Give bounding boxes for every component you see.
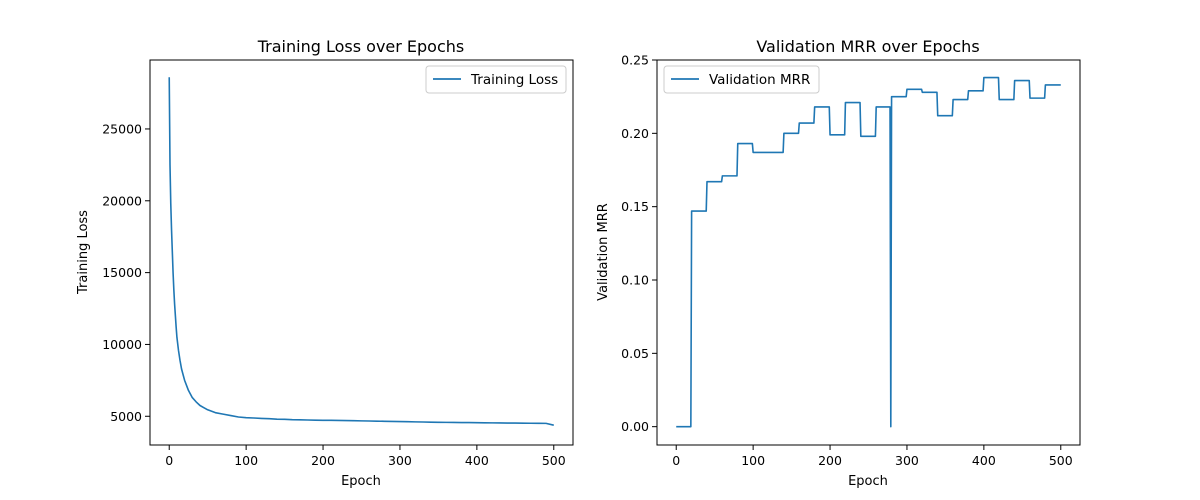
x-tick-label: 0 xyxy=(672,453,680,468)
y-tick-label: 15000 xyxy=(102,265,142,280)
y-tick-label: 0.20 xyxy=(621,126,649,141)
y-tick-label: 25000 xyxy=(102,121,142,136)
chart-title: Validation MRR over Epochs xyxy=(756,37,979,56)
series-layer xyxy=(676,76,1061,428)
legend-box xyxy=(425,65,567,94)
legend-box xyxy=(663,65,820,94)
chart-title: Training Loss over Epochs xyxy=(257,37,465,56)
x-tick-label: 300 xyxy=(895,453,919,468)
x-axis-label: Epoch xyxy=(341,474,381,489)
y-tick-label: 0.25 xyxy=(621,53,649,68)
x-tick-label: 100 xyxy=(234,453,258,468)
y-tick-label: 10000 xyxy=(102,337,142,352)
plot-frame xyxy=(149,59,574,446)
x-tick-label: 200 xyxy=(818,453,842,468)
x-axis-ticks: 0 100 200 300 400 500 xyxy=(672,445,1073,468)
legend: Training Loss xyxy=(425,65,567,94)
x-axis-ticks: 0 100 200 300 400 500 xyxy=(165,445,566,468)
series-layer xyxy=(168,77,554,426)
series-line xyxy=(676,76,1061,428)
y-axis-label: Training Loss xyxy=(76,210,91,295)
x-tick-label: 400 xyxy=(972,453,996,468)
y-axis-ticks: 5000 10000 15000 20000 25000 xyxy=(102,121,150,424)
y-tick-label: 20000 xyxy=(102,193,142,208)
series-line xyxy=(168,77,554,426)
y-tick-label: 0.05 xyxy=(621,346,649,361)
legend-entry: Training Loss xyxy=(470,72,558,88)
legend: Validation MRR xyxy=(663,65,820,94)
y-tick-label: 5000 xyxy=(110,409,142,424)
x-tick-label: 500 xyxy=(1049,453,1073,468)
y-tick-label: 0.00 xyxy=(621,419,649,434)
x-tick-label: 500 xyxy=(542,453,566,468)
y-tick-label: 0.10 xyxy=(621,273,649,288)
y-axis-label: Validation MRR xyxy=(596,203,611,301)
validation-mrr-chart: Validation MRR over Epochs 0 100 200 300 400… xyxy=(596,37,1081,489)
x-axis-label: Epoch xyxy=(848,474,888,489)
y-axis-ticks: 0.00 0.05 0.10 0.15 0.20 0.25 xyxy=(621,53,657,434)
x-tick-label: 200 xyxy=(311,453,335,468)
x-tick-label: 300 xyxy=(388,453,412,468)
x-tick-label: 0 xyxy=(165,453,173,468)
training-loss-chart: Training Loss over Epochs 0 100 200 300 400 5… xyxy=(76,37,574,489)
plot-frame xyxy=(656,59,1081,446)
legend-entry: Validation MRR xyxy=(709,72,810,88)
x-tick-label: 100 xyxy=(741,453,765,468)
y-tick-label: 0.15 xyxy=(621,199,649,214)
x-tick-label: 400 xyxy=(465,453,489,468)
